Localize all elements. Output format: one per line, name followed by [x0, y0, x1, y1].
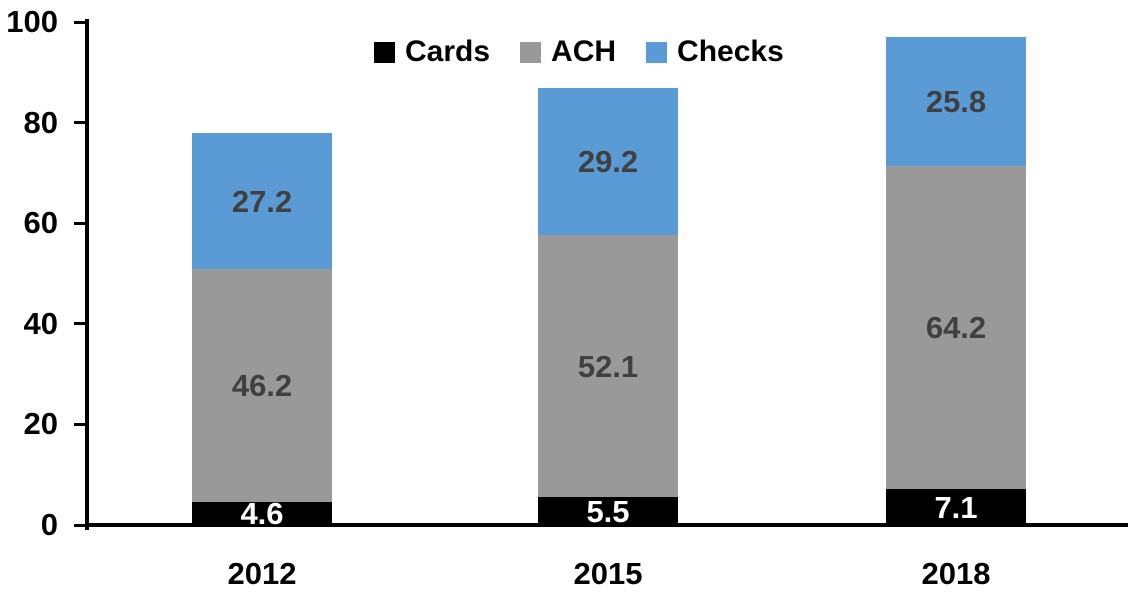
bar-2018-segment-ach: 64.2	[886, 166, 1026, 490]
segment-value-label: 27.2	[231, 183, 293, 219]
bar-2012-segment-ach: 46.2	[192, 269, 332, 502]
x-axis-line	[85, 523, 1128, 527]
y-axis-line	[85, 19, 89, 530]
y-axis-tick	[74, 523, 85, 527]
bar-2012-segment-checks: 27.2	[192, 132, 332, 270]
y-axis-tick	[74, 422, 85, 426]
legend: Cards ACH Checks	[374, 37, 784, 67]
segment-value-label: 7.1	[934, 489, 978, 525]
x-axis-label-2015: 2015	[573, 556, 643, 591]
y-axis-tick-label: 20	[23, 406, 58, 442]
segment-value-label: 5.5	[586, 493, 630, 529]
segment-value-label: 25.8	[925, 83, 987, 119]
y-axis-tick	[74, 20, 85, 24]
legend-item-ach: ACH	[520, 37, 616, 67]
bar-2018-segment-checks: 25.8	[886, 36, 1026, 167]
bar-2015-segment-cards: 5.5	[538, 493, 678, 529]
y-axis-tick-label: 40	[23, 305, 58, 341]
legend-label: ACH	[551, 35, 617, 68]
y-axis-tick	[74, 322, 85, 326]
legend-swatch-cards-icon	[374, 41, 395, 63]
x-axis-label-2012: 2012	[227, 556, 297, 591]
legend-swatch-ach-icon	[520, 41, 542, 63]
segment-value-label: 52.1	[577, 348, 639, 384]
segment-value-label: 4.6	[240, 495, 284, 531]
y-axis-tick-label: 0	[40, 506, 58, 542]
y-axis-tick-label: 100	[6, 3, 58, 39]
segment-value-label: 64.2	[925, 310, 987, 346]
legend-item-checks: Checks	[646, 37, 784, 67]
y-axis-tick	[74, 221, 85, 225]
bar-2018-segment-cards: 7.1	[886, 489, 1026, 525]
y-axis-tick	[74, 121, 85, 125]
bar-2012-segment-cards: 4.6	[192, 498, 332, 529]
y-axis-tick-label: 80	[23, 104, 58, 140]
legend-item-cards: Cards	[374, 37, 490, 67]
bar-2015-segment-ach: 52.1	[538, 235, 678, 498]
x-axis-label-2018: 2018	[921, 556, 991, 591]
segment-value-label: 46.2	[231, 368, 293, 404]
segment-value-label: 29.2	[577, 144, 639, 180]
bar-2015-segment-checks: 29.2	[538, 88, 678, 236]
y-axis-tick-label: 60	[23, 205, 58, 241]
legend-label: Cards	[405, 35, 491, 68]
legend-label: Checks	[677, 35, 784, 68]
legend-swatch-checks-icon	[646, 41, 668, 63]
